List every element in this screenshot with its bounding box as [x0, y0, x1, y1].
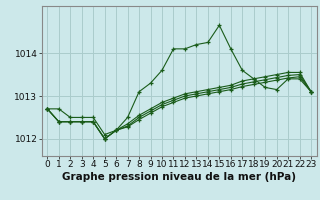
X-axis label: Graphe pression niveau de la mer (hPa): Graphe pression niveau de la mer (hPa): [62, 172, 296, 182]
